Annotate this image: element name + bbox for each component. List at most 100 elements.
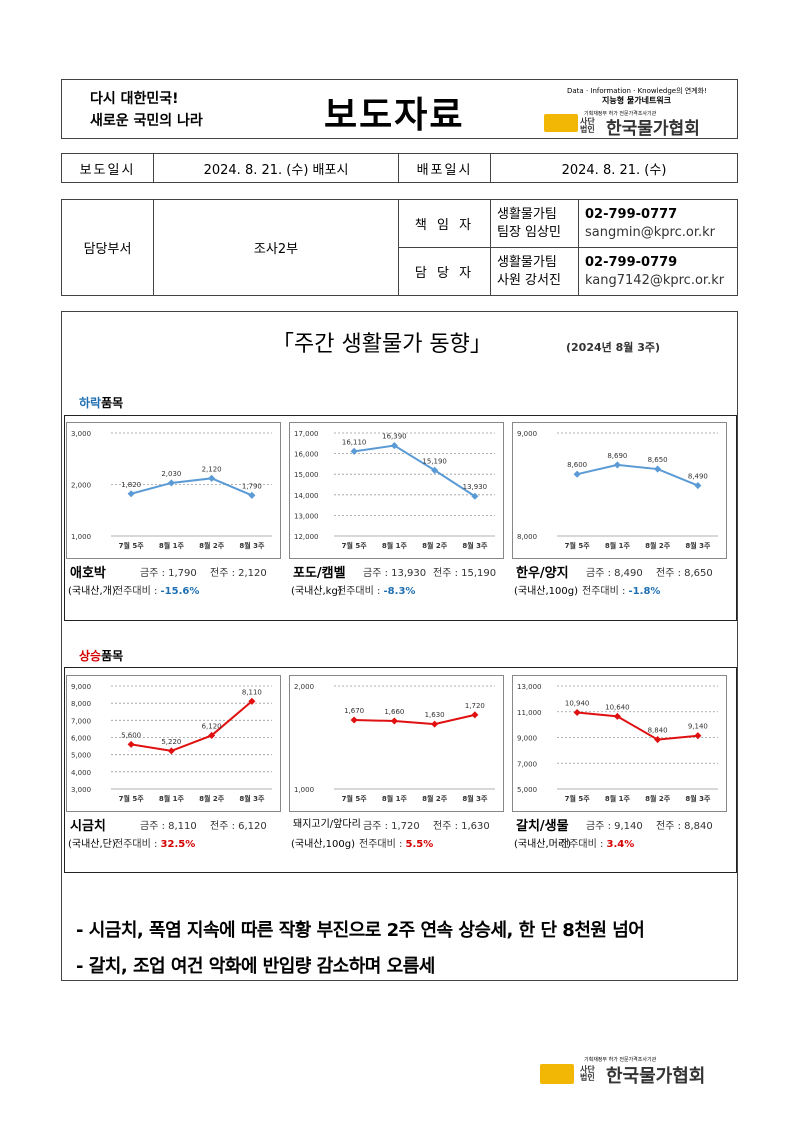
logo-org: 한국물가협회 bbox=[606, 119, 700, 139]
rising-label-suffix: 품목 bbox=[101, 649, 124, 663]
data-point bbox=[390, 717, 398, 725]
data-point bbox=[431, 720, 439, 728]
y-tick-label: 13,000 bbox=[517, 683, 542, 691]
logo-tagline2: 지능형 물가네트워크 bbox=[602, 96, 672, 105]
data-label: 13,930 bbox=[463, 483, 488, 491]
week-change: 전주대비 : -15.6% bbox=[114, 582, 199, 597]
y-tick-label: 11,000 bbox=[517, 709, 542, 717]
prev-week-label: 전주 : bbox=[656, 821, 685, 832]
data-point bbox=[471, 492, 479, 500]
this-week: 금주 : 1,790 bbox=[140, 564, 197, 579]
series-line bbox=[130, 700, 253, 752]
prev-week-label: 전주 : bbox=[433, 821, 462, 832]
data-point bbox=[208, 731, 216, 739]
item-unit: (국내산,단) bbox=[68, 839, 116, 850]
change-label: 전주대비 : bbox=[560, 839, 607, 850]
data-label: 1,670 bbox=[344, 707, 364, 715]
x-tick-label: 8월 1주 bbox=[382, 794, 408, 803]
y-tick-label: 2,000 bbox=[294, 683, 314, 691]
x-tick-label: 7월 5주 bbox=[342, 794, 368, 803]
data-point bbox=[208, 474, 216, 482]
y-tick-label: 1,000 bbox=[71, 533, 91, 541]
x-tick-label: 8월 2주 bbox=[645, 541, 671, 550]
y-tick-label: 2,000 bbox=[71, 482, 91, 490]
data-label: 2,030 bbox=[161, 470, 181, 478]
prev-week-label: 전주 : bbox=[656, 568, 685, 579]
series-line bbox=[577, 711, 698, 741]
prev-week: 전주 : 1,630 bbox=[433, 817, 490, 832]
role-manager: 책 임 자 bbox=[398, 199, 491, 248]
data-point bbox=[248, 491, 256, 499]
y-tick-label: 14,000 bbox=[294, 492, 319, 500]
rising-label: 상승품목 bbox=[79, 647, 123, 664]
y-tick-label: 3,000 bbox=[71, 430, 91, 438]
prev-week-value: 8,650 bbox=[684, 568, 713, 579]
x-tick-label: 8월 2주 bbox=[199, 794, 225, 803]
staff-contact: 02-799-0779 kang7142@kprc.or.kr bbox=[578, 247, 738, 296]
x-tick-label: 8월 3주 bbox=[239, 541, 265, 550]
this-week: 금주 : 8,490 bbox=[586, 564, 643, 579]
change-label: 전주대비 : bbox=[582, 586, 629, 597]
prev-week-value: 8,840 bbox=[684, 821, 713, 832]
dept-label: 담당부서 bbox=[61, 199, 154, 296]
this-week-label: 금주 : bbox=[586, 568, 615, 579]
bullet-1: - 시금치, 폭염 지속에 따른 작황 부진으로 2주 연속 상승세, 한 단 … bbox=[76, 920, 645, 941]
prev-week: 전주 : 15,190 bbox=[433, 564, 496, 579]
falling-label-suffix: 품목 bbox=[101, 396, 124, 410]
this-week: 금주 : 1,720 bbox=[363, 817, 420, 832]
this-week-value: 1,720 bbox=[391, 821, 420, 832]
role-staff: 담 당 자 bbox=[398, 247, 491, 296]
x-tick-label: 8월 1주 bbox=[159, 794, 185, 803]
y-tick-label: 9,000 bbox=[71, 683, 91, 691]
release-label-1: 보도일시 bbox=[61, 153, 154, 183]
change-label: 전주대비 : bbox=[114, 586, 161, 597]
data-label: 8,840 bbox=[648, 727, 668, 735]
item-name: 돼지고기/앞다리 bbox=[293, 819, 361, 830]
rising-group bbox=[64, 667, 737, 873]
this-week-value: 8,110 bbox=[168, 821, 197, 832]
x-tick-label: 8월 1주 bbox=[605, 794, 631, 803]
manager-email[interactable]: sangmin@kprc.or.kr bbox=[585, 224, 715, 240]
slogan-line1: 다시 대한민국! bbox=[90, 91, 179, 107]
staff-phone: 02-799-0779 bbox=[585, 254, 678, 270]
x-tick-label: 8월 1주 bbox=[382, 541, 408, 550]
x-tick-label: 7월 5주 bbox=[565, 794, 591, 803]
change-value: -8.3% bbox=[383, 586, 416, 597]
y-tick-label: 8,000 bbox=[517, 533, 537, 541]
release-value-1: 2024. 8. 21. (수) 배포시 bbox=[153, 153, 399, 183]
y-tick-label: 5,000 bbox=[71, 752, 91, 760]
data-label: 1,630 bbox=[425, 711, 445, 719]
logo-small: 기획재정부 허가 전문가격조사기관 bbox=[584, 111, 657, 117]
prev-week: 전주 : 2,120 bbox=[210, 564, 267, 579]
data-label: 15,190 bbox=[422, 457, 447, 465]
falling-label: 하락품목 bbox=[79, 394, 123, 411]
this-week-label: 금주 : bbox=[363, 568, 392, 579]
change-label: 전주대비 : bbox=[337, 586, 384, 597]
data-label: 8,110 bbox=[242, 688, 262, 696]
report-title: 「주간 생활물가 동향」 bbox=[272, 332, 492, 357]
week-change: 전주대비 : 5.5% bbox=[359, 835, 433, 850]
item-name: 시금치 bbox=[70, 819, 106, 834]
week-change: 전주대비 : 32.5% bbox=[114, 835, 195, 850]
staff-email[interactable]: kang7142@kprc.or.kr bbox=[585, 272, 725, 288]
x-tick-label: 8월 2주 bbox=[645, 794, 671, 803]
data-point bbox=[167, 747, 175, 755]
x-tick-label: 8월 2주 bbox=[422, 794, 448, 803]
release-value-2: 2024. 8. 21. (수) bbox=[490, 153, 738, 183]
prev-week-label: 전주 : bbox=[210, 821, 239, 832]
y-tick-label: 6,000 bbox=[71, 735, 91, 743]
data-point bbox=[573, 708, 581, 717]
this-week-value: 8,490 bbox=[614, 568, 643, 579]
y-tick-label: 1,000 bbox=[294, 786, 314, 794]
this-week: 금주 : 13,930 bbox=[363, 564, 426, 579]
change-label: 전주대비 : bbox=[114, 839, 161, 850]
x-tick-label: 8월 2주 bbox=[422, 541, 448, 550]
data-label: 2,120 bbox=[202, 465, 222, 473]
x-tick-label: 8월 3주 bbox=[685, 794, 711, 803]
data-label: 6,120 bbox=[202, 722, 222, 730]
falling-group bbox=[64, 415, 737, 621]
prev-week-value: 6,120 bbox=[238, 821, 267, 832]
chart-6: 5,000 7,000 9,000 11,000 13,000 7월 5주 8월 1주 8월 … bbox=[512, 675, 727, 812]
change-value: 5.5% bbox=[405, 839, 434, 850]
data-label: 8,690 bbox=[607, 452, 627, 460]
